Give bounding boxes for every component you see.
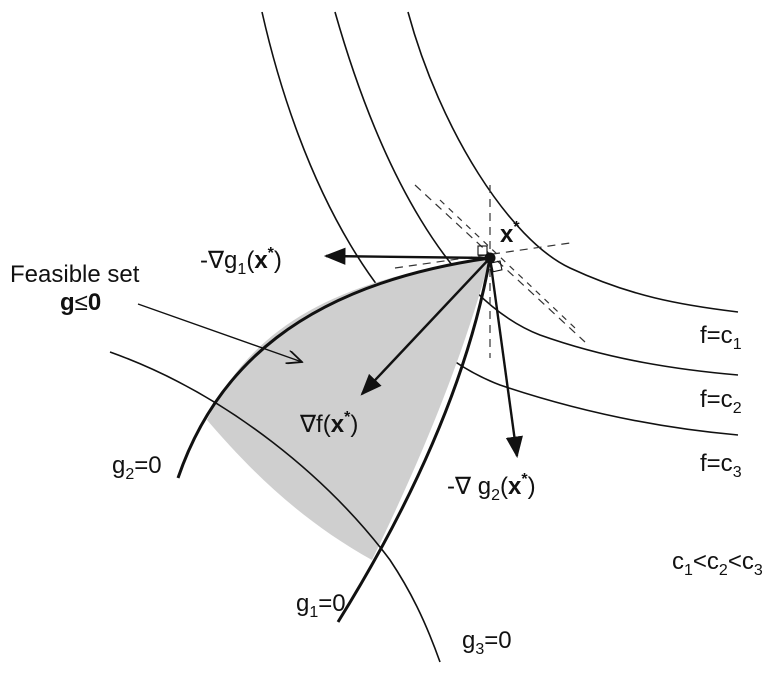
- constraint-g2-boundary: [176, 256, 491, 479]
- constraint-label-g2: g2=0: [112, 452, 162, 483]
- right-angle-mark-1: [477, 245, 488, 256]
- level-curve-c2: [334, 11, 739, 376]
- arrow-neg-grad-g2: [488, 257, 523, 459]
- constraint-label-g3: g3=0: [462, 627, 512, 658]
- tangent-dashed-1: [414, 184, 586, 343]
- arrow-neg-grad-g1: [323, 247, 491, 265]
- ordering-label: c1<c2<c3: [672, 548, 763, 579]
- feasible-set-pointer: [137, 303, 302, 362]
- level-label-c1: f=c1: [700, 322, 742, 353]
- level-curve-c1: [407, 11, 739, 313]
- neg-grad-g2-label: -∇ g2(x*): [447, 471, 536, 504]
- grad-f-label: ∇f(x*): [299, 409, 358, 438]
- optimum-label: x*: [500, 219, 520, 248]
- level-label-c2: f=c2: [700, 386, 742, 417]
- optimum-point-marker: [484, 252, 496, 264]
- feasible-set-label: Feasible set: [10, 261, 140, 288]
- constraint-g3-boundary: [109, 351, 441, 663]
- arrow-grad-f: [360, 257, 491, 396]
- level-curve-c3: [261, 11, 739, 436]
- constraint-g1-boundary: [336, 257, 492, 623]
- neg-grad-g1-label: -∇g1(x*): [200, 245, 282, 278]
- level-label-c3: f=c3: [700, 450, 742, 481]
- constraint-label-g1: g1=0: [296, 590, 346, 621]
- feasible-set-condition: g≤0: [60, 289, 101, 316]
